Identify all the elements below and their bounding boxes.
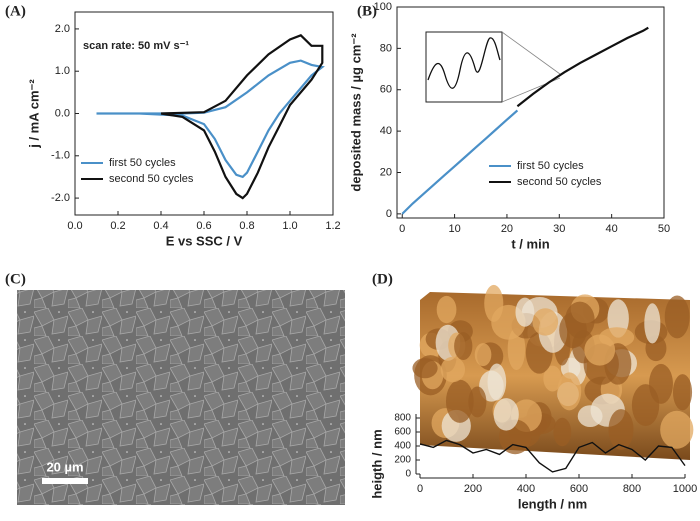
afm-bump <box>664 295 690 339</box>
afm-bump <box>631 384 660 427</box>
afm-bump <box>454 332 473 361</box>
x-tick-label: 0.2 <box>110 220 125 232</box>
x-tick-label: 0.0 <box>67 220 82 232</box>
y-tick-label: 20 <box>380 166 392 178</box>
legend-label: second 50 cycles <box>517 176 602 188</box>
sem-image <box>17 290 345 505</box>
y-axis-label: heigth / nm <box>369 429 384 498</box>
y-tick-label: 0 <box>405 469 411 480</box>
y-tick-label: 40 <box>380 125 392 137</box>
annotation: scan rate: 50 mV s⁻¹ <box>83 40 189 52</box>
afm-bump <box>577 405 603 428</box>
legend-label: first 50 cycles <box>109 157 176 169</box>
afm-bump <box>644 303 661 344</box>
afm-bump <box>565 301 595 339</box>
series-line <box>160 34 324 200</box>
afm-bump <box>412 358 438 379</box>
scale-bar-label: 20 µm <box>46 459 83 474</box>
afm-bump <box>543 365 562 392</box>
afm-bump <box>660 410 694 449</box>
series-line <box>96 59 325 179</box>
panel-label: (B) <box>357 3 377 19</box>
x-tick-label: 20 <box>501 223 513 235</box>
x-tick-label: 600 <box>570 483 588 495</box>
x-tick-label: 40 <box>606 223 618 235</box>
afm-bump <box>436 295 457 324</box>
y-axis-label: deposited mass / µg cm⁻² <box>348 33 363 192</box>
x-tick-label: 200 <box>464 483 482 495</box>
scale-bar <box>42 478 88 484</box>
afm-bump <box>474 343 492 367</box>
inset-curve <box>427 37 501 89</box>
plot-frame <box>396 6 665 219</box>
x-tick-label: 0 <box>399 223 405 235</box>
inset-frame <box>425 31 503 103</box>
series-line <box>516 26 649 108</box>
y-tick-label: 0 <box>386 208 392 220</box>
y-tick-label: 1.0 <box>55 65 70 77</box>
series-line <box>401 109 519 215</box>
y-tick-label: 400 <box>394 441 411 452</box>
afm-texture <box>412 284 694 455</box>
x-tick-label: 1.2 <box>325 220 340 232</box>
x-axis-label: E vs SSC / V <box>166 233 243 248</box>
afm-bump <box>445 379 474 423</box>
afm-bump <box>493 398 519 431</box>
y-tick-label: 0.0 <box>55 107 70 119</box>
y-tick-label: 2.0 <box>55 23 70 35</box>
y-tick-label: 200 <box>394 455 411 466</box>
y-tick-label: 600 <box>394 427 411 438</box>
y-tick-label: 60 <box>380 84 392 96</box>
x-tick-label: 0.4 <box>153 220 168 232</box>
inset-connector <box>501 31 561 103</box>
afm-bump <box>672 374 693 411</box>
x-tick-label: 0.8 <box>239 220 254 232</box>
series-line <box>419 439 686 473</box>
y-tick-label: 100 <box>374 1 392 13</box>
afm-bump <box>532 308 559 336</box>
y-tick-label: 800 <box>394 413 411 424</box>
afm-bump <box>440 356 466 383</box>
x-axis-label: t / min <box>511 236 549 251</box>
x-tick-label: 400 <box>517 483 535 495</box>
afm-bump <box>479 370 504 402</box>
y-axis-label: j / mA cm⁻² <box>26 79 41 149</box>
legend-label: second 50 cycles <box>109 173 194 185</box>
afm-bump <box>557 372 582 411</box>
x-tick-label: 0.6 <box>196 220 211 232</box>
x-tick-label: 0 <box>417 483 423 495</box>
x-tick-label: 800 <box>623 483 641 495</box>
panel-label: (C) <box>5 271 26 287</box>
y-tick-label: -2.0 <box>51 192 70 204</box>
x-tick-label: 30 <box>553 223 565 235</box>
x-tick-label: 10 <box>448 223 460 235</box>
afm-bump <box>553 417 572 447</box>
x-tick-label: 50 <box>658 223 670 235</box>
panel-label: (D) <box>372 271 393 287</box>
panel-label: (A) <box>5 3 26 19</box>
afm-bump <box>608 409 634 450</box>
afm-bump <box>468 386 487 418</box>
y-tick-label: 80 <box>380 42 392 54</box>
afm-bump <box>584 334 616 366</box>
y-tick-label: -1.0 <box>51 150 70 162</box>
legend-label: first 50 cycles <box>517 160 584 172</box>
x-tick-label: 1.0 <box>282 220 297 232</box>
x-tick-label: 1000 <box>673 483 697 495</box>
x-axis-label: length / nm <box>518 496 587 511</box>
afm-bump <box>515 297 535 327</box>
